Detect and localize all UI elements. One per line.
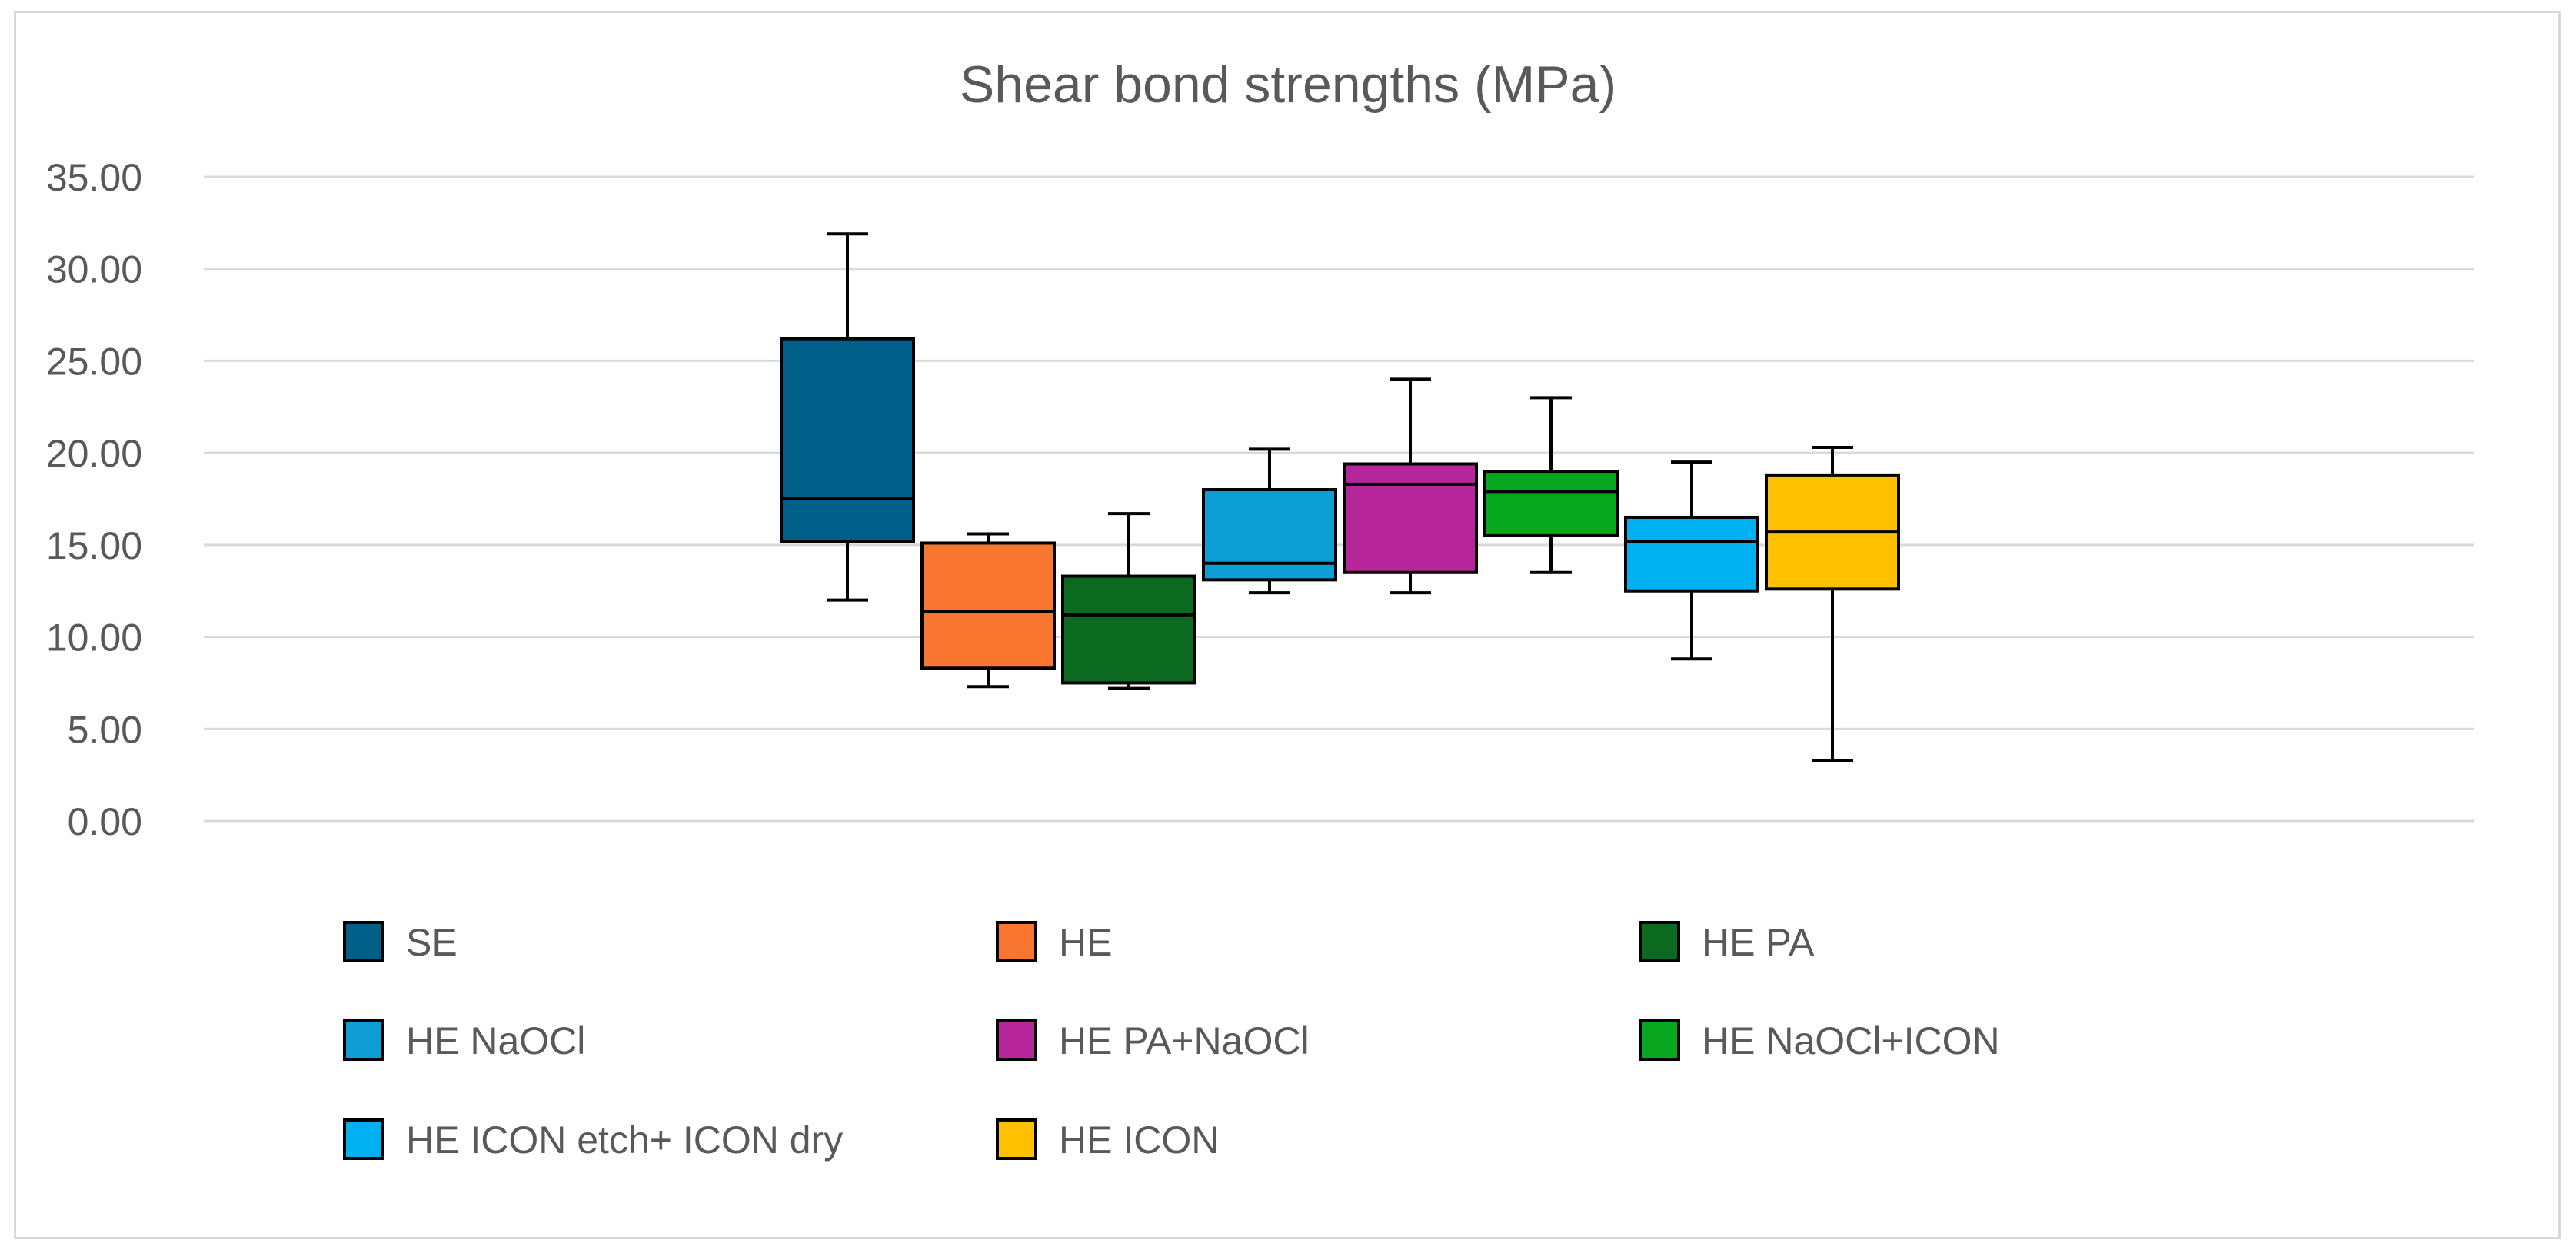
box [1343, 462, 1478, 574]
y-axis-ticks: 0.00 5.00 10.00 15.00 20.00 25.00 30.00 35.00 [46, 156, 142, 843]
box-group [780, 232, 915, 602]
y-tick-label: 35.00 [46, 156, 142, 199]
legend-label: HE [1059, 921, 1112, 964]
y-tick-label: 15.00 [46, 524, 142, 567]
legend-label: HE ICON [1059, 1118, 1219, 1162]
legend-item: HE NaOCl [343, 1019, 585, 1062]
y-tick-label: 30.00 [46, 248, 142, 291]
legend-label: HE PA+NaOCl [1059, 1019, 1310, 1062]
legend-label: HE PA [1702, 921, 1815, 964]
y-tick-label: 10.00 [46, 617, 142, 660]
legend-item: HE ICON [996, 1118, 1219, 1162]
box-group [920, 532, 1056, 689]
legend-swatch [1639, 1019, 1680, 1061]
box [1624, 515, 1759, 593]
legend-label: SE [406, 921, 458, 964]
legend-label: HE NaOCl+ICON [1702, 1019, 2000, 1062]
legend-swatch [996, 1019, 1037, 1061]
legend-swatch [996, 921, 1037, 962]
legend: SE HE HE PA HE NaOCl HE PA+NaOCl HE NaOCl+ICO… [343, 921, 2000, 1162]
y-tick-label: 20.00 [46, 432, 142, 475]
box-group [1624, 460, 1759, 661]
legend-item: SE [343, 921, 458, 964]
box-group [1202, 447, 1337, 595]
box-group [1061, 512, 1196, 690]
chart-title: Shear bond strengths (MPa) [960, 55, 1616, 114]
legend-item: HE NaOCl+ICON [1639, 1019, 2000, 1062]
box-group [1483, 396, 1619, 574]
legend-swatch [343, 1118, 384, 1160]
legend-swatch [343, 921, 384, 962]
box [1061, 574, 1196, 685]
legend-item: HE PA [1639, 921, 1815, 964]
y-tick-label: 5.00 [68, 708, 142, 751]
box [920, 541, 1056, 670]
legend-item: HE ICON etch+ ICON dry [343, 1118, 843, 1162]
box [1202, 488, 1337, 582]
legend-item: HE PA+NaOCl [996, 1019, 1310, 1062]
chart-frame [14, 11, 2561, 1239]
box [1483, 470, 1619, 537]
box [780, 337, 915, 543]
legend-item: HE [996, 921, 1112, 964]
legend-swatch [343, 1019, 384, 1061]
gridlines [204, 175, 2474, 823]
plot-area [780, 232, 1900, 762]
box-group [1765, 445, 1900, 762]
legend-swatch [996, 1118, 1037, 1160]
legend-swatch [1639, 921, 1680, 962]
y-tick-label: 25.00 [46, 340, 142, 383]
legend-label: HE ICON etch+ ICON dry [406, 1118, 843, 1162]
box-group [1343, 377, 1478, 595]
y-tick-label: 0.00 [68, 800, 142, 843]
legend-label: HE NaOCl [406, 1019, 585, 1062]
